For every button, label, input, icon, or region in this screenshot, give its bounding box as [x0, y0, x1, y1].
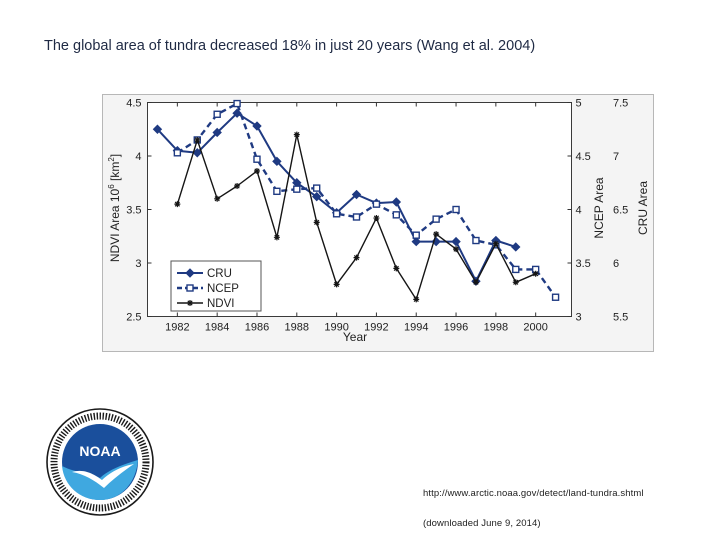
data-point-ndvi	[512, 279, 519, 286]
slide-title: The global area of tundra decreased 18% …	[44, 38, 536, 54]
data-point-ncep	[173, 149, 182, 157]
source-date: (downloaded June 9, 2014)	[423, 518, 541, 529]
x-tick-label: 1994	[404, 322, 428, 334]
data-point-ndvi	[313, 219, 320, 226]
data-point-cru	[411, 236, 421, 247]
data-point-cru	[212, 127, 222, 138]
chart-panel: 1982 1984 1986 1988 1990 1992 1994 1996 1998 2000…	[102, 94, 654, 352]
data-point-ndvi	[433, 231, 440, 238]
legend-label-ndvi: NDVI	[207, 298, 234, 310]
ncep-tick-label: 4.5	[576, 151, 591, 163]
noaa-logo: NOAA	[46, 408, 154, 516]
y-axis-label: NDVI Area 106 [km2]	[107, 154, 122, 262]
x-tick-label: 1988	[285, 322, 309, 334]
data-point-ncep	[213, 110, 221, 118]
y-tick-label: 3	[135, 258, 141, 270]
data-point-ncep	[293, 185, 301, 193]
data-point-cru	[152, 124, 163, 134]
ncep-tick-label: 3	[576, 312, 582, 324]
y-tick-label: 3.5	[126, 205, 141, 217]
data-point-cru	[192, 148, 202, 158]
cru-tick-label: 6.5	[613, 205, 628, 217]
data-point-ndvi	[492, 240, 499, 247]
data-point-ncep	[472, 236, 480, 245]
data-point-cru	[232, 108, 242, 118]
cru-tick-label: 7	[613, 151, 619, 163]
data-point-ncep	[233, 99, 241, 108]
data-point-ncep	[372, 200, 381, 208]
data-point-ndvi	[532, 270, 539, 277]
data-point-ndvi	[373, 215, 380, 222]
data-point-ndvi	[393, 265, 400, 272]
data-point-ncep	[392, 211, 401, 219]
data-point-ndvi	[174, 201, 181, 208]
y-tick-label: 4.5	[126, 98, 141, 110]
cru-tick-label: 6	[613, 258, 619, 270]
data-point-ndvi	[472, 279, 479, 286]
data-point-cru	[391, 197, 402, 207]
x-tick-label: 1992	[364, 322, 388, 334]
y-tick-label: 2.5	[126, 312, 141, 324]
data-point-ncep	[432, 215, 440, 223]
ncep-tick-label: 3.5	[576, 258, 591, 270]
legend-marker-ndvi	[187, 300, 193, 306]
data-point-ndvi	[273, 234, 280, 241]
ncep-axis-label: NCEP Area	[592, 177, 606, 238]
data-point-ndvi	[293, 131, 300, 138]
x-tick-label: 1984	[205, 322, 229, 334]
data-point-ndvi	[453, 246, 460, 253]
x-tick-label: 1996	[444, 322, 468, 334]
data-point-ncep	[313, 184, 321, 192]
data-point-ncep	[352, 213, 361, 221]
data-point-ncep	[412, 231, 420, 239]
y-tick-label: 4	[135, 151, 141, 163]
x-axis-label: Year	[343, 330, 367, 344]
data-point-ndvi	[194, 136, 201, 143]
data-point-cru	[311, 191, 322, 202]
x-tick-label: 1998	[484, 322, 508, 334]
data-point-ndvi	[353, 254, 360, 261]
data-point-ncep	[253, 155, 261, 163]
data-point-ncep	[512, 265, 520, 274]
data-point-ncep	[273, 187, 281, 196]
legend-marker-cru	[185, 268, 195, 278]
cru-axis-label: CRU Area	[636, 181, 650, 235]
data-point-cru	[451, 236, 461, 247]
legend-marker-ncep	[186, 284, 194, 292]
x-tick-label: 1990	[324, 322, 348, 334]
x-tick-label: 2000	[523, 322, 547, 334]
data-point-cru	[431, 236, 441, 247]
data-point-ndvi	[413, 296, 420, 303]
data-point-ncep	[332, 210, 341, 218]
legend-label-ncep: NCEP	[207, 283, 239, 295]
cru-tick-label: 7.5	[613, 98, 628, 110]
x-tick-label: 1982	[165, 322, 189, 334]
legend-label-cru: CRU	[207, 268, 232, 280]
data-point-cru	[351, 189, 362, 200]
data-point-ncep	[551, 293, 560, 301]
data-point-ncep	[452, 205, 460, 214]
x-tick-label: 1986	[245, 322, 269, 334]
data-point-cru	[272, 156, 282, 167]
data-point-ndvi	[214, 195, 221, 202]
ncep-tick-label: 5	[576, 98, 582, 110]
data-point-ndvi	[234, 182, 241, 189]
source-url[interactable]: http://www.arctic.noaa.gov/detect/land-t…	[423, 488, 644, 499]
tundra-area-chart: 1982 1984 1986 1988 1990 1992 1994 1996 1998 2000…	[107, 98, 650, 345]
logo-text: NOAA	[79, 443, 120, 459]
data-point-ndvi	[253, 167, 260, 174]
data-point-cru	[511, 242, 521, 252]
data-point-cru	[252, 121, 262, 131]
ncep-tick-label: 4	[576, 205, 582, 217]
cru-tick-label: 5.5	[613, 312, 628, 324]
data-point-ndvi	[333, 281, 340, 288]
